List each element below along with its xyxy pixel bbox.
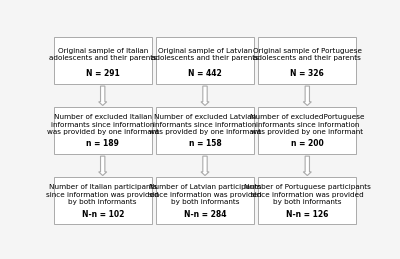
Text: Original sample of Portuguese
adolescents and their parents: Original sample of Portuguese adolescent… — [253, 48, 362, 61]
Text: N = 291: N = 291 — [86, 69, 120, 78]
Text: Original sample of Latvian
adolescents and their parents: Original sample of Latvian adolescents a… — [151, 48, 259, 61]
FancyBboxPatch shape — [156, 107, 254, 154]
Text: Number of excluded Latvian
informants since information
was provided by one info: Number of excluded Latvian informants si… — [149, 114, 261, 135]
FancyBboxPatch shape — [54, 107, 152, 154]
Polygon shape — [201, 86, 209, 105]
FancyBboxPatch shape — [258, 177, 356, 224]
Text: N-n = 126: N-n = 126 — [286, 210, 328, 219]
FancyBboxPatch shape — [258, 37, 356, 84]
Text: Number of excludedPortuguese
informants since information
was provided by one in: Number of excludedPortuguese informants … — [250, 114, 364, 135]
FancyBboxPatch shape — [156, 177, 254, 224]
Polygon shape — [201, 156, 209, 176]
Text: N = 326: N = 326 — [290, 69, 324, 78]
Text: N-n = 284: N-n = 284 — [184, 210, 226, 219]
Polygon shape — [99, 156, 107, 176]
Polygon shape — [303, 86, 311, 105]
Text: N-n = 102: N-n = 102 — [82, 210, 124, 219]
Text: Original sample of Italian
adolescents and their parents: Original sample of Italian adolescents a… — [49, 48, 157, 61]
Polygon shape — [303, 156, 311, 176]
Text: n = 189: n = 189 — [86, 139, 119, 148]
FancyBboxPatch shape — [54, 37, 152, 84]
Text: N = 442: N = 442 — [188, 69, 222, 78]
Text: Number of Portuguese participants
since information was provided
by both informa: Number of Portuguese participants since … — [244, 184, 371, 205]
FancyBboxPatch shape — [258, 107, 356, 154]
Text: Number of Latvian participants
since information was provided
by both informants: Number of Latvian participants since inf… — [149, 184, 261, 205]
Polygon shape — [99, 86, 107, 105]
Text: Number of Italian participants
since information was provided
by both informants: Number of Italian participants since inf… — [46, 184, 159, 205]
FancyBboxPatch shape — [156, 37, 254, 84]
FancyBboxPatch shape — [54, 177, 152, 224]
Text: Number of excluded Italian
informants since information
was provided by one info: Number of excluded Italian informants si… — [47, 114, 159, 135]
Text: n = 158: n = 158 — [189, 139, 221, 148]
Text: n = 200: n = 200 — [291, 139, 324, 148]
